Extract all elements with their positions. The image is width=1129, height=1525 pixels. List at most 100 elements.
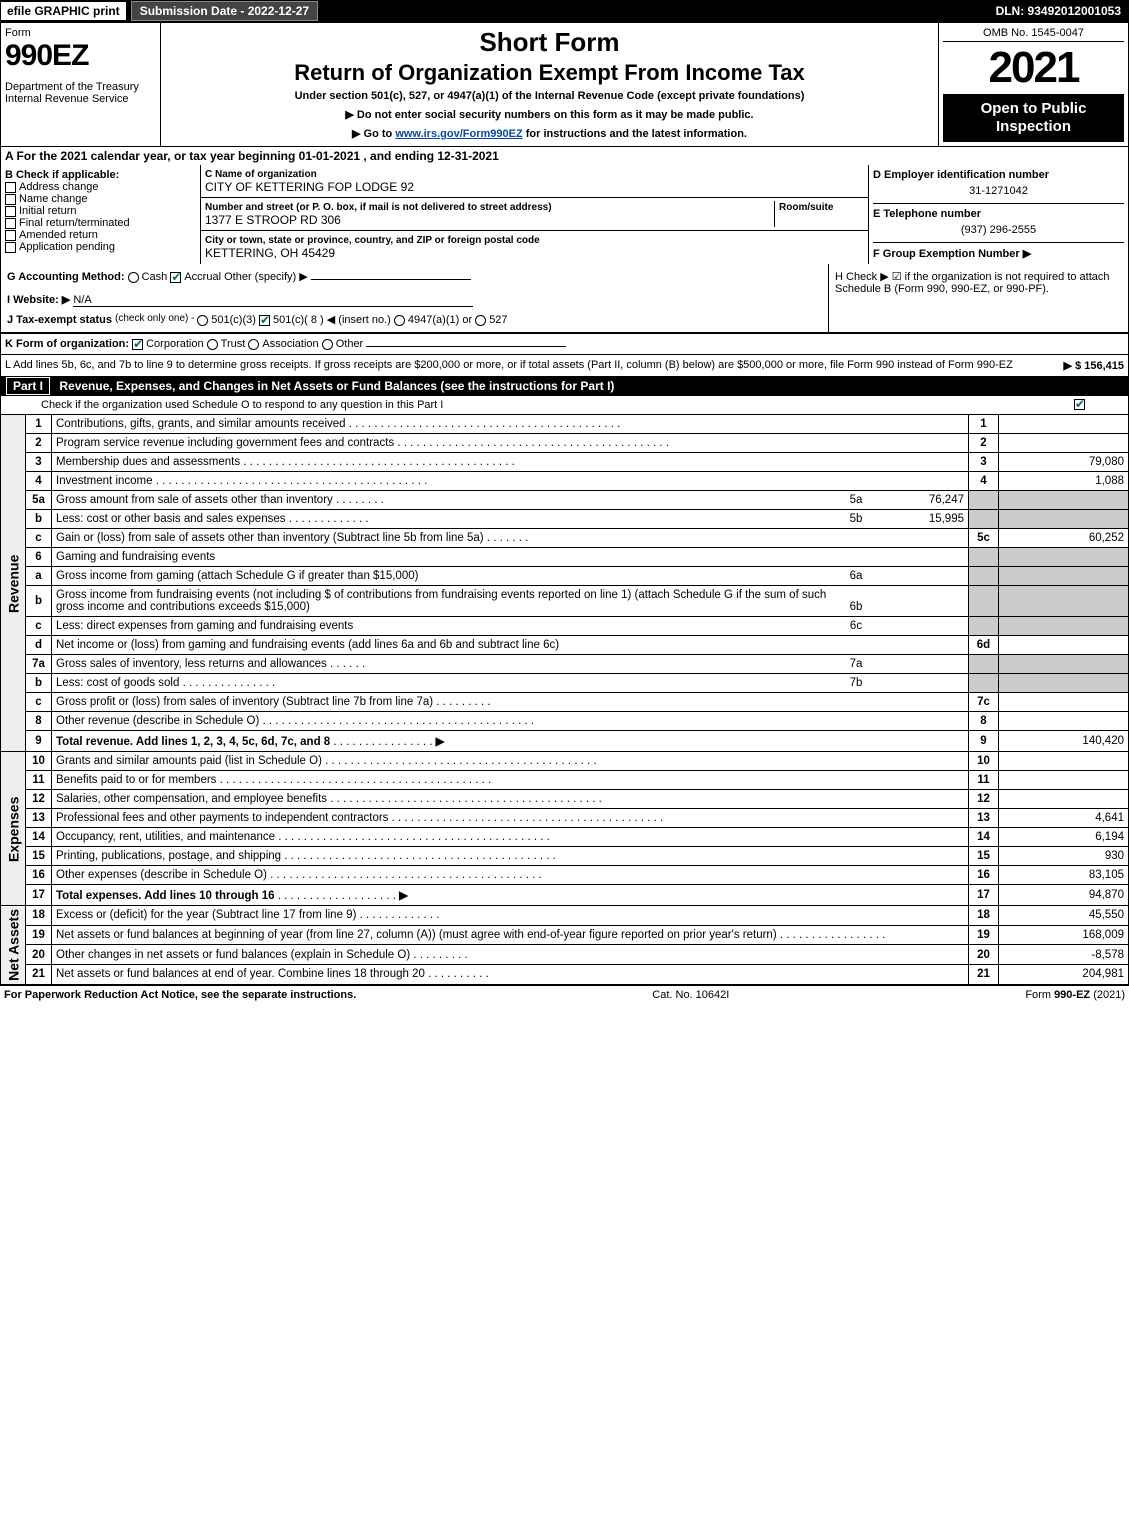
top-bar: efile GRAPHIC print Submission Date - 20… [0,0,1129,22]
line-text: Program service revenue including govern… [52,434,969,453]
revenue-section-label: Revenue [1,415,26,752]
line-col: 1 [969,415,999,434]
line-num: 21 [26,965,52,985]
radio-cash[interactable] [128,272,139,283]
line-num: d [26,636,52,655]
section-l: L Add lines 5b, 6c, and 7b to line 9 to … [0,354,1129,376]
checkbox-initial-return[interactable]: Initial return [5,205,196,217]
sub-label-6c: 6c [844,617,868,635]
shaded-cell [969,674,999,693]
section-d-e-f: D Employer identification number 31-1271… [868,165,1128,264]
subtitle: Under section 501(c), 527, or 4947(a)(1)… [165,90,934,102]
sub-val-6a [868,567,968,585]
line-col: 13 [969,809,999,828]
checkbox-accrual[interactable] [170,272,181,283]
line-val [999,771,1129,790]
sub-label-7a: 7a [844,655,868,673]
instr2-prefix: ▶ Go to [352,128,395,140]
shaded-cell [969,491,999,510]
line-num: a [26,567,52,586]
checkbox-address-change[interactable]: Address change [5,181,196,193]
radio-4947[interactable] [394,315,405,326]
part-i-title: Revenue, Expenses, and Changes in Net As… [59,379,614,393]
line-text: Total revenue. Add lines 1, 2, 3, 4, 5c,… [52,731,969,752]
line-text: Gain or (loss) from sale of assets other… [52,529,969,548]
shaded-cell [999,674,1129,693]
line-num: 12 [26,790,52,809]
line-val: 94,870 [999,885,1129,906]
shaded-cell [999,548,1129,567]
line-col: 9 [969,731,999,752]
line-num: 8 [26,712,52,731]
line-text: Salaries, other compensation, and employ… [52,790,969,809]
accounting-method: G Accounting Method: Cash Accrual Other … [7,270,822,283]
checkbox-application-pending[interactable]: Application pending [5,241,196,253]
line-num: b [26,510,52,529]
line-col: 15 [969,847,999,866]
radio-527[interactable] [475,315,486,326]
shaded-cell [969,617,999,636]
ein-label: D Employer identification number [873,169,1124,181]
checkbox-name-change[interactable]: Name change [5,193,196,205]
instruction-1: ▶ Do not enter social security numbers o… [165,108,934,121]
header-right-cell: OMB No. 1545-0047 2021 Open to Public In… [939,23,1129,147]
line-text: Net assets or fund balances at beginning… [52,925,969,945]
line-col: 20 [969,945,999,965]
line-num: 13 [26,809,52,828]
sub-val-5a: 76,247 [868,491,968,509]
ein-value: 31-1271042 [873,185,1124,197]
shaded-cell [999,510,1129,529]
radio-association[interactable] [248,339,259,350]
line-num: 6 [26,548,52,567]
line-val [999,636,1129,655]
line-col: 16 [969,866,999,885]
line-val: 168,009 [999,925,1129,945]
instruction-2: ▶ Go to www.irs.gov/Form990EZ for instru… [165,127,934,140]
checkbox-amended-return[interactable]: Amended return [5,229,196,241]
line-val: -8,578 [999,945,1129,965]
gross-receipts-amount: ▶ $ 156,415 [1064,359,1124,372]
footer-cat-no: Cat. No. 10642I [652,989,729,1001]
line-num: 18 [26,906,52,926]
line-num: c [26,617,52,636]
radio-other-org[interactable] [322,339,333,350]
irs-link[interactable]: www.irs.gov/Form990EZ [395,128,522,140]
shaded-cell [999,491,1129,510]
line-col: 7c [969,693,999,712]
line-val: 45,550 [999,906,1129,926]
line-col: 18 [969,906,999,926]
expenses-section-label: Expenses [1,752,26,906]
phone-label: E Telephone number [873,208,981,220]
info-grid: B Check if applicable: Address change Na… [0,165,1129,264]
netassets-section-label: Net Assets [1,906,26,985]
line-text: Other expenses (describe in Schedule O) [52,866,969,885]
line-text: Contributions, gifts, grants, and simila… [52,415,969,434]
form-header-table: Form 990EZ Department of the Treasury In… [0,22,1129,147]
checkbox-corporation[interactable] [132,339,143,350]
efile-button[interactable]: efile GRAPHIC print [0,1,127,21]
sub-label-7b: 7b [844,674,868,692]
line-col: 17 [969,885,999,906]
radio-501c3[interactable] [197,315,208,326]
radio-trust[interactable] [207,339,218,350]
section-k: K Form of organization: Corporation Trus… [0,333,1129,354]
line-num: b [26,674,52,693]
sub-val-5b: 15,995 [868,510,968,528]
section-g-i-j: G Accounting Method: Cash Accrual Other … [1,264,828,332]
line-col: 3 [969,453,999,472]
shaded-cell [969,510,999,529]
checkbox-final-return[interactable]: Final return/terminated [5,217,196,229]
line-num: 7a [26,655,52,674]
line-num: c [26,529,52,548]
line-text: Benefits paid to or for members [52,771,969,790]
line-6b-row: Gross income from fundraising events (no… [52,586,969,617]
footer-form-ref: Form 990-EZ (2021) [1025,989,1125,1001]
checkbox-schedule-o[interactable] [1074,399,1085,410]
line-7a-row: Gross sales of inventory, less returns a… [52,655,969,674]
checkbox-501c[interactable] [259,315,270,326]
shaded-cell [969,586,999,617]
line-text: Other revenue (describe in Schedule O) [52,712,969,731]
line-text: Total expenses. Add lines 10 through 16 … [52,885,969,906]
addr-value: 1377 E STROOP RD 306 [205,213,341,227]
line-val: 140,420 [999,731,1129,752]
